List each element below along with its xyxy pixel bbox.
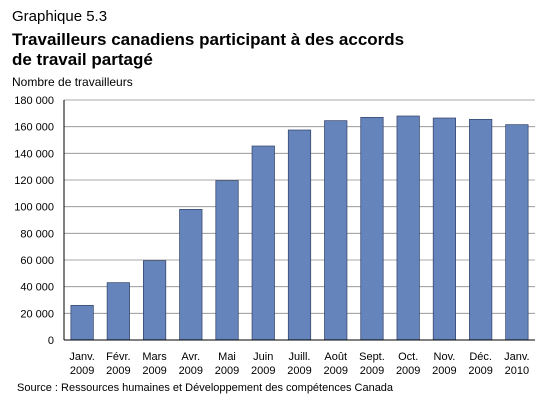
x-tick-label-month: Juill. — [288, 351, 310, 363]
x-tick-label-year: 2009 — [215, 365, 239, 377]
y-tick-label: 140 000 — [14, 148, 54, 160]
bar — [179, 208, 203, 341]
x-tick-label-year: 2009 — [70, 365, 94, 377]
chart-title-line-1: Travailleurs canadiens participant à des… — [12, 30, 405, 49]
bar — [106, 282, 130, 341]
bar — [215, 180, 239, 341]
x-tick-label-month: Janv. — [504, 351, 529, 363]
y-tick-label: 160 000 — [14, 122, 54, 134]
y-tick-label: 120 000 — [14, 175, 54, 187]
y-tick-label: 40 000 — [20, 282, 54, 294]
x-tick-label-year: 2009 — [251, 365, 275, 377]
x-tick-label-year: 2009 — [287, 365, 311, 377]
x-tick-label-month: Avr. — [181, 351, 200, 363]
x-tick-label-month: Juin — [253, 351, 273, 363]
bar — [432, 117, 457, 341]
y-tick-label: 20 000 — [20, 308, 54, 320]
chart-title-line-2: de travail partagé — [12, 50, 153, 69]
x-tick-label-month: Févr. — [106, 351, 130, 363]
x-tick-label-year: 2009 — [396, 365, 420, 377]
bar — [360, 116, 384, 341]
source-note: Source : Ressources humaines et Développ… — [17, 382, 394, 394]
x-tick-label-month: Mai — [218, 351, 236, 363]
y-tick-label: 60 000 — [20, 255, 54, 267]
y-tick-label: 0 — [48, 335, 54, 347]
x-tick-label-year: 2009 — [432, 365, 456, 377]
bar — [251, 145, 275, 341]
bar — [324, 120, 348, 341]
bar — [142, 260, 167, 341]
bar — [505, 124, 529, 341]
bar — [396, 115, 420, 341]
chart-kicker: Graphique 5.3 — [12, 8, 108, 25]
x-tick-label-month: Nov. — [434, 351, 456, 363]
y-tick-label: 80 000 — [20, 228, 54, 240]
bar — [469, 118, 493, 341]
bar — [287, 129, 312, 341]
x-tick-label-year: 2010 — [505, 365, 529, 377]
x-tick-label-year: 2009 — [360, 365, 384, 377]
x-tick-label-year: 2009 — [106, 365, 130, 377]
chart-title: Travailleurs canadiens participant à des… — [12, 30, 532, 70]
bar — [70, 304, 94, 341]
x-tick-label-year: 2009 — [323, 365, 347, 377]
x-tick-label-month: Janv. — [69, 351, 94, 363]
x-tick-label-month: Mars — [142, 351, 167, 363]
x-tick-label-year: 2009 — [142, 365, 166, 377]
x-tick-label-year: 2009 — [179, 365, 203, 377]
y-axis-label: Nombre de travailleurs — [12, 75, 133, 89]
y-tick-label: 180 000 — [14, 95, 54, 107]
x-tick-label-month: Août — [324, 351, 347, 363]
x-tick-label-month: Sept. — [359, 351, 385, 363]
x-tick-label-month: Déc. — [469, 351, 492, 363]
y-tick-label: 100 000 — [14, 202, 54, 214]
x-tick-label-month: Oct. — [398, 351, 418, 363]
x-tick-label-year: 2009 — [468, 365, 492, 377]
